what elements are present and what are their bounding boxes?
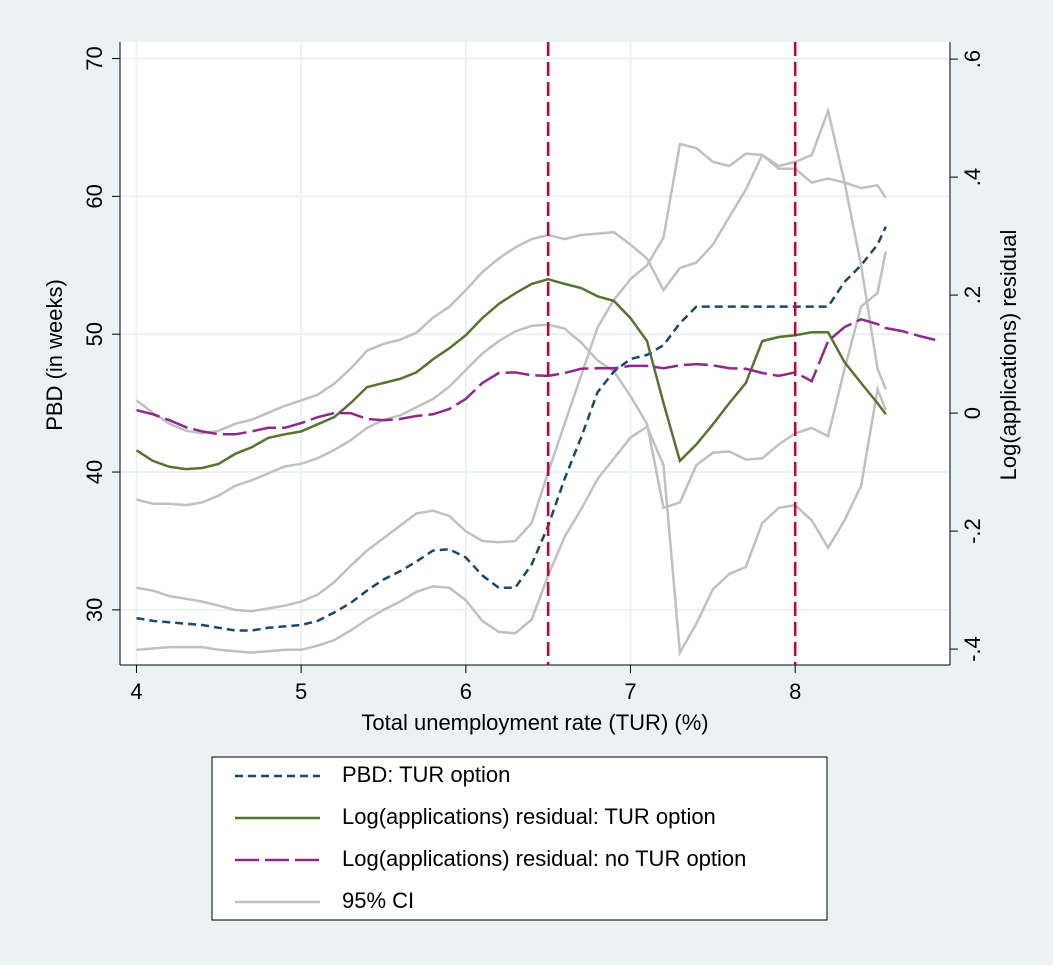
- plot-area: [120, 42, 950, 665]
- x-tick-label: 7: [624, 679, 636, 704]
- y-axis-title: PBD (in weeks): [42, 279, 67, 431]
- y2-tick-label: .2: [960, 286, 985, 304]
- series-line: [136, 384, 887, 657]
- x-tick-label: 5: [295, 679, 307, 704]
- series-line: [135, 277, 887, 471]
- series-line: [136, 317, 936, 436]
- y-tick-label: 50: [82, 322, 107, 346]
- x-tick-label: 6: [460, 679, 472, 704]
- y2-axis-title: Log(applications) residual: [996, 230, 1021, 481]
- x-tick-label: 8: [789, 679, 801, 704]
- legend-label: Log(applications) residual: no TUR optio…: [342, 846, 746, 871]
- y2-tick-label: 0: [960, 407, 985, 419]
- series-line: [136, 251, 888, 510]
- legend-label: 95% CI: [342, 888, 414, 913]
- y2-tick-label: -.2: [960, 518, 985, 544]
- series-line: [136, 226, 887, 632]
- legend: [211, 756, 828, 921]
- x-axis-title: Total unemployment rate (TUR) (%): [361, 710, 708, 735]
- legend-label: Log(applications) residual: TUR option: [342, 804, 716, 829]
- y-tick-label: 40: [82, 460, 107, 484]
- series-line: [135, 153, 887, 435]
- y2-tick-label: -.4: [960, 636, 985, 662]
- legend-label: PBD: TUR option: [342, 762, 510, 787]
- y-tick-label: 60: [82, 184, 107, 208]
- y-tick-label: 30: [82, 598, 107, 622]
- x-tick-label: 4: [130, 679, 142, 704]
- y-tick-label: 70: [82, 46, 107, 70]
- y2-tick-label: .6: [960, 50, 985, 68]
- y2-tick-label: .4: [960, 168, 985, 186]
